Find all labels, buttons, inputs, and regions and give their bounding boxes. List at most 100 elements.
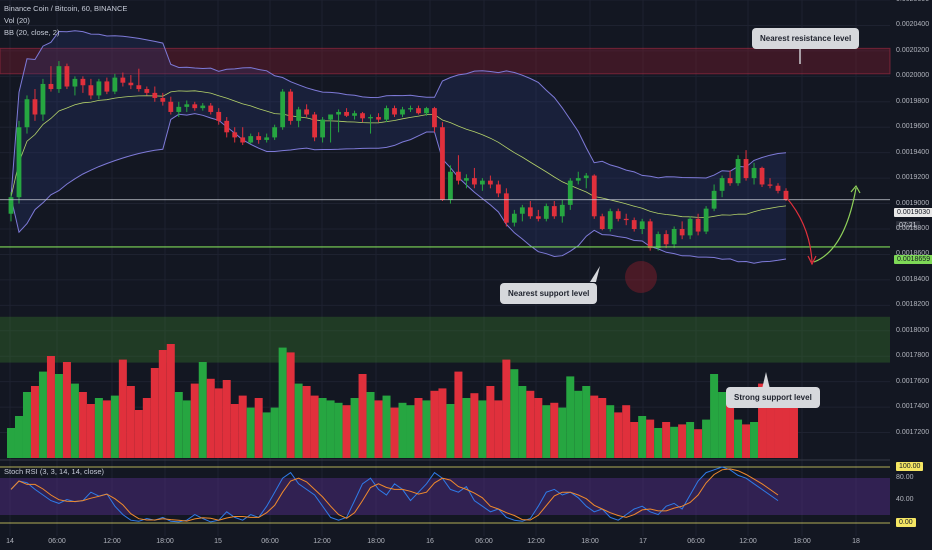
- candle-body: [440, 127, 445, 200]
- candle-body: [591, 175, 597, 217]
- bb-lower: [10, 113, 787, 264]
- volume-bar: [198, 362, 207, 458]
- volume-bar: [150, 368, 159, 458]
- candle-body: [735, 159, 741, 184]
- candle-body: [384, 108, 389, 120]
- volume-bar: [606, 405, 615, 458]
- volume-bar: [462, 398, 471, 458]
- candle-body: [623, 218, 629, 221]
- volume-bar: [102, 400, 111, 458]
- time-tick-label: 06:00: [261, 538, 279, 545]
- candle-body: [240, 137, 246, 143]
- candle-body: [671, 229, 677, 245]
- candle-body: [655, 234, 661, 249]
- time-tick-label: 12:00: [527, 538, 545, 545]
- candle-body: [607, 211, 613, 229]
- time-tick-label: 18:00: [367, 538, 385, 545]
- bb-indicator-label: BB (20, close, 2): [4, 28, 60, 37]
- stoch-d-line: [10, 468, 779, 522]
- volume-bar: [470, 393, 479, 458]
- volume-bar: [78, 392, 87, 458]
- volume-bar: [630, 422, 639, 458]
- volume-bar: [302, 386, 311, 458]
- volume-bar: [622, 405, 631, 458]
- stoch-band: [0, 478, 890, 515]
- resistance-zone: [0, 47, 891, 75]
- strong-support-callout: Strong support level: [726, 387, 820, 408]
- price-tick-label: 0.0017400: [896, 403, 930, 411]
- candle-body: [160, 97, 166, 102]
- volume-bar: [350, 398, 359, 458]
- candle-body: [551, 206, 557, 217]
- volume-bar: [382, 395, 391, 458]
- volume-bar: [758, 383, 767, 458]
- candle-body: [176, 106, 182, 112]
- volume-bar: [734, 419, 743, 458]
- volume-bar: [366, 392, 375, 458]
- candle-body: [519, 207, 525, 214]
- time-tick-label: 18:00: [793, 538, 811, 545]
- candle-body: [495, 184, 501, 194]
- candle-body: [719, 178, 725, 191]
- volume-bar: [326, 400, 335, 458]
- candle-body: [64, 66, 70, 87]
- candle-body: [8, 197, 14, 214]
- volume-bar: [598, 398, 607, 458]
- stoch-100-tag: 100.00: [896, 462, 924, 471]
- candle-body: [615, 211, 621, 219]
- candle-body: [256, 136, 262, 140]
- candle-body: [264, 137, 270, 140]
- candle-body: [232, 132, 238, 138]
- volume-bar: [518, 386, 527, 458]
- price-tick-label: 0.0018600: [896, 250, 930, 258]
- volume-bar: [278, 347, 287, 458]
- candle-body: [751, 167, 757, 179]
- volume-bar: [638, 416, 647, 458]
- volume-bar: [438, 388, 447, 458]
- volume-bar: [230, 404, 239, 458]
- stoch-k-line: [10, 466, 779, 523]
- candle-body: [248, 136, 254, 143]
- candle-body: [687, 218, 693, 236]
- candle-body: [336, 111, 341, 115]
- projection-up-arrowhead: [850, 184, 861, 194]
- time-tick-label: 17: [639, 538, 647, 545]
- price-tick-label: 0.0019200: [896, 174, 930, 182]
- volume-bar: [534, 398, 543, 458]
- candle-body: [408, 108, 413, 110]
- candle-body: [575, 178, 581, 181]
- volume-bar: [789, 400, 798, 458]
- price-tick-label: 0.0019800: [896, 97, 930, 105]
- candle-body: [48, 83, 54, 90]
- strong-support-zone: [0, 316, 890, 363]
- candle-body: [631, 220, 637, 229]
- volume-bar: [702, 419, 711, 458]
- volume-bar: [502, 359, 511, 458]
- price-tick-label: 0.0020200: [896, 46, 930, 54]
- volume-bar: [334, 402, 343, 458]
- volume-bar: [558, 407, 567, 458]
- volume-bar: [670, 426, 679, 458]
- candle-body: [168, 101, 174, 112]
- volume-bar: [182, 400, 191, 458]
- volume-bar: [454, 371, 463, 458]
- candle-body: [320, 119, 325, 138]
- volume-bar: [142, 398, 151, 458]
- volume-bar: [694, 429, 703, 458]
- current-price-tag: 0.0019030: [894, 208, 932, 217]
- volume-bar: [22, 392, 31, 458]
- time-tick-label: 18: [852, 538, 860, 545]
- candle-body: [472, 178, 477, 185]
- candle-body: [144, 89, 150, 93]
- candle-body: [304, 109, 310, 115]
- volume-bar: [86, 404, 95, 458]
- candle-body: [511, 213, 517, 223]
- candle-body: [24, 99, 30, 128]
- candle-body: [424, 108, 429, 114]
- candle-body: [543, 206, 549, 219]
- volume-bar: [406, 405, 415, 458]
- volume-bar: [582, 386, 591, 458]
- volume-bar: [614, 412, 623, 458]
- candle-body: [128, 82, 134, 86]
- candle-body: [695, 218, 701, 232]
